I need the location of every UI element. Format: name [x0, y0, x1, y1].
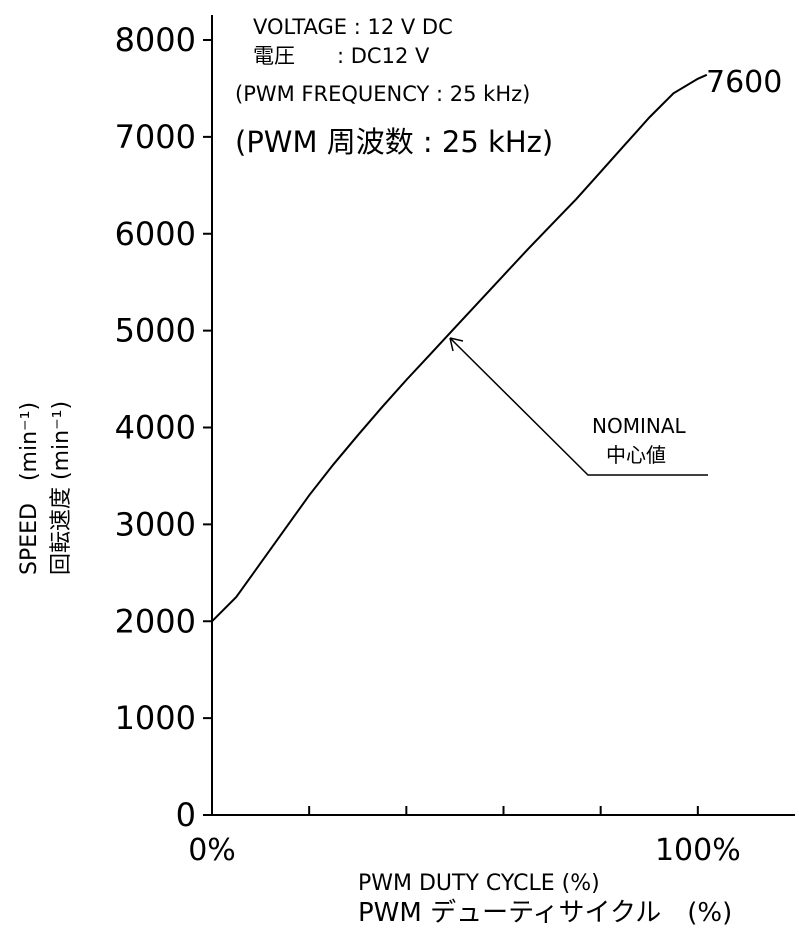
nominal-speed-line — [211, 73, 708, 623]
y-axis-title-jp: 回転速度 (min⁻¹) — [49, 401, 74, 575]
end-value-label: 7600 — [706, 65, 782, 100]
y-tick-label: 4000 — [115, 409, 196, 447]
y-tick-label: 3000 — [115, 505, 196, 543]
y-axis-title: SPEED (min⁻¹) — [17, 402, 42, 575]
y-ticks: 0 1000 2000 3000 4000 5000 6000 7000 8000 — [115, 21, 212, 834]
pwm-frequency-jp-text: (PWM 周波数 : 25 kHz) — [235, 125, 553, 159]
nominal-arrowhead — [449, 337, 464, 352]
y-tick-label: 2000 — [115, 602, 196, 640]
x-ticks: 0% 100% — [188, 806, 741, 868]
nominal-label-jp: 中心値 — [606, 443, 666, 467]
voltage-en-text: VOLTAGE : 12 V DC — [253, 15, 453, 39]
pwm-frequency-en-text: (PWM FREQUENCY : 25 kHz) — [235, 82, 530, 106]
series-group — [211, 73, 708, 623]
y-tick-label: 1000 — [115, 699, 196, 737]
y-tick-label: 5000 — [115, 312, 196, 350]
y-tick-label: 7000 — [115, 118, 196, 156]
x-axis-title: PWM DUTY CYCLE (%) — [358, 871, 600, 896]
nominal-label-en: NOMINAL — [592, 414, 687, 438]
y-tick-label: 8000 — [115, 21, 196, 59]
x-tick-label: 100% — [655, 833, 741, 868]
voltage-jp-text: 電圧 : DC12 V — [253, 44, 430, 68]
x-axis-title-jp: PWM デューティサイクル (%) — [358, 898, 732, 928]
y-tick-label: 6000 — [115, 215, 196, 253]
x-tick-label: 0% — [188, 833, 236, 868]
nominal-leader-line — [449, 337, 708, 476]
y-tick-label: 0 — [176, 796, 196, 834]
